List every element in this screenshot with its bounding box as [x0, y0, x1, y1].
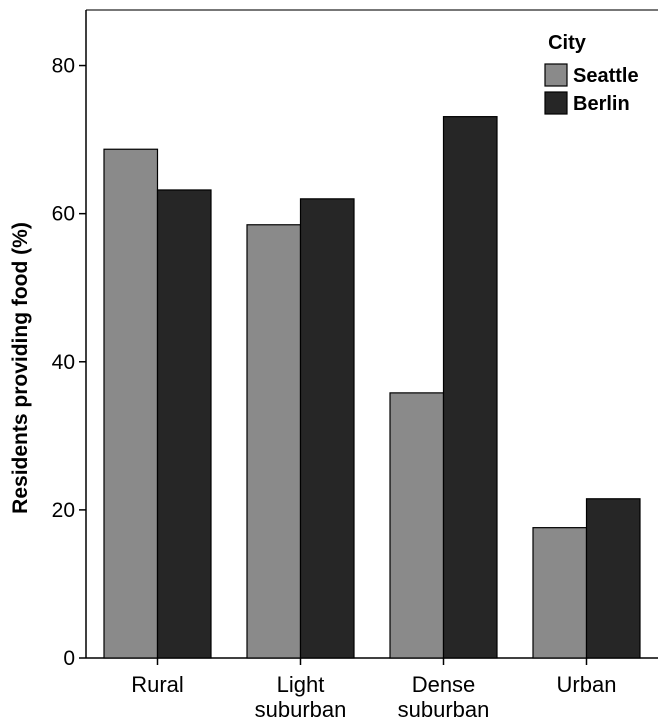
y-axis-label: Residents providing food (%): [9, 222, 32, 514]
x-tick-label-line: suburban: [398, 697, 490, 722]
bar-berlin-1: [299, 198, 355, 659]
bars-group: [103, 116, 641, 659]
x-tick-label: Rural: [131, 672, 184, 697]
bar-seattle-0: [103, 148, 159, 659]
bar-berlin-0: [156, 189, 212, 659]
bar-seattle-2: [389, 392, 445, 659]
legend: City Seattle Berlin: [544, 32, 639, 115]
legend-swatch-berlin: [544, 91, 568, 115]
x-tick-label-line: Rural: [131, 672, 184, 697]
bar-seattle-3: [532, 527, 588, 659]
x-tick-label: Light suburban: [255, 672, 347, 722]
x-tick-label-line: suburban: [255, 697, 347, 722]
legend-title: City: [548, 32, 587, 54]
legend-swatch-seattle: [544, 63, 568, 87]
y-tick-label: 40: [52, 351, 75, 374]
x-tick-label: Dense suburban: [398, 672, 490, 722]
bar-berlin-3: [585, 498, 641, 659]
x-tick-label-line: Light: [277, 672, 325, 697]
legend-label-berlin: Berlin: [573, 93, 630, 115]
x-tick-label-line: Urban: [557, 672, 617, 697]
y-tick-label: 80: [52, 55, 75, 78]
y-tick-label: 20: [52, 499, 75, 522]
x-tick-label: Urban: [557, 672, 617, 697]
bar-berlin-2: [442, 116, 498, 659]
y-tick-label: 0: [63, 647, 75, 670]
y-axis: 0 20 40 60 80: [52, 55, 86, 670]
y-tick-label: 60: [52, 203, 75, 226]
legend-label-seattle: Seattle: [573, 65, 639, 87]
bar-seattle-1: [246, 224, 302, 659]
x-tick-label-line: Dense: [412, 672, 476, 697]
